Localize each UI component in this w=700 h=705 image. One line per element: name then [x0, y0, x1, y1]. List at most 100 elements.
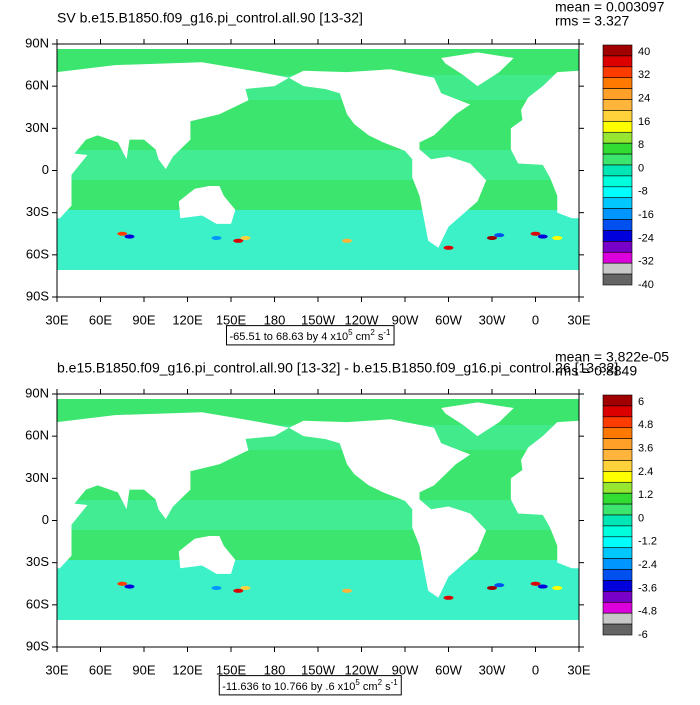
colorbar-box	[602, 438, 633, 450]
colorbar-box	[602, 471, 633, 483]
colorbar-label: 32	[638, 69, 650, 81]
y-tick-label: 60S	[26, 596, 49, 611]
colorbar-box	[602, 66, 633, 79]
colorbar-label: -8	[638, 186, 648, 198]
mean-label: mean = 0.003097	[555, 0, 665, 15]
range-box	[226, 325, 395, 346]
map-field	[57, 44, 579, 297]
colorbar-box	[602, 131, 633, 144]
x-tick-label: 90W	[392, 312, 419, 327]
colorbar-box	[602, 481, 633, 494]
y-tick-label: 90N	[25, 385, 49, 400]
y-tick-label: 30S	[26, 204, 49, 219]
colorbar-box	[602, 427, 633, 439]
map-field	[57, 394, 579, 647]
x-tick-label: 30W	[479, 312, 506, 327]
y-tick-label: 30N	[25, 470, 49, 485]
colorbar-label: -4.8	[638, 606, 657, 618]
colorbar-box	[602, 44, 633, 57]
y-tick-label: 0	[42, 162, 49, 177]
colorbar-box	[602, 623, 633, 636]
y-tick-label: 60N	[25, 428, 49, 443]
colorbar-box	[602, 591, 633, 603]
colorbar-box	[602, 208, 633, 220]
x-tick-label: 30E	[45, 312, 68, 327]
y-tick-label: 90S	[26, 288, 49, 303]
colorbar-box	[602, 536, 633, 549]
colorbar-box	[602, 55, 633, 68]
x-tick-label: 120E	[172, 312, 203, 327]
x-tick-label: 180	[264, 662, 286, 677]
colorbar-label: 24	[638, 93, 650, 105]
colorbar-box	[602, 197, 633, 209]
colorbar-box	[602, 121, 633, 133]
colorbar-box	[602, 99, 633, 111]
colorbar-label: 3.6	[638, 443, 653, 455]
colorbar-label: 6	[638, 396, 644, 408]
colorbar-box	[602, 175, 633, 188]
x-tick-label: 60E	[89, 662, 112, 677]
colorbar-box	[602, 449, 633, 461]
range-part: -65.51 to 68.63 by 4 x10	[230, 331, 349, 343]
y-tick-label: 0	[42, 512, 49, 527]
x-tick-label: 150E	[216, 662, 247, 677]
x-tick-label: 120W	[345, 662, 380, 677]
colorbar-box	[602, 262, 633, 275]
range-label: -65.51 to 68.63 by 4 x105 cm2 s-1	[230, 328, 392, 343]
colorbar-box	[602, 547, 633, 559]
x-tick-label: 30E	[567, 662, 590, 677]
colorbar-label: -2.4	[638, 559, 657, 571]
colorbar-label: -40	[638, 279, 654, 291]
x-tick-label: 0	[532, 662, 539, 677]
colorbar-box	[602, 142, 633, 155]
colorbar-label: -32	[638, 256, 654, 268]
panel-title: SV b.e15.B1850.f09_g16.pi_control.all.90…	[57, 10, 363, 26]
x-tick-label: 60W	[435, 662, 462, 677]
colorbar-label: -1.2	[638, 536, 657, 548]
colorbar-box	[602, 219, 633, 231]
x-tick-label: 90W	[392, 662, 419, 677]
colorbar-box	[602, 230, 633, 242]
colorbar-box	[602, 558, 633, 570]
colorbar-label: -24	[638, 232, 654, 244]
range-part: -11.636 to 10.766 by .6 x10	[222, 681, 355, 693]
x-tick-label: 90E	[132, 312, 155, 327]
colorbar-box	[602, 416, 633, 429]
panel-title: b.e15.B1850.f09_g16.pi_control.all.90 [1…	[57, 360, 618, 376]
colorbar-box	[602, 492, 633, 505]
colorbar-label: 1.2	[638, 489, 653, 501]
rms-label: rms = 0.8849	[555, 363, 637, 379]
colorbar-box	[602, 394, 633, 407]
colorbar-box	[602, 241, 633, 253]
colorbar-box	[602, 601, 633, 614]
x-tick-label: 0	[532, 312, 539, 327]
colorbar-box	[602, 405, 633, 418]
colorbar-box	[602, 460, 633, 472]
colorbar-label: -16	[638, 209, 654, 221]
colorbar-box	[602, 186, 633, 199]
range-label: -11.636 to 10.766 by .6 x105 cm2 s-1	[222, 678, 398, 693]
colorbar-label: 8	[638, 139, 644, 151]
colorbar-label: 4.8	[638, 419, 653, 431]
x-tick-label: 120E	[172, 662, 203, 677]
x-tick-label: 30E	[567, 312, 590, 327]
y-tick-label: 30S	[26, 554, 49, 569]
range-part: cm	[360, 681, 378, 693]
colorbar-box	[602, 88, 633, 100]
colorbar-box	[602, 153, 633, 166]
x-tick-label: 150E	[216, 312, 247, 327]
range-part: 5	[348, 328, 353, 337]
colorbar-box	[602, 251, 633, 264]
y-tick-label: 30N	[25, 120, 49, 135]
x-tick-label: 150W	[301, 662, 336, 677]
colorbar-box	[602, 273, 633, 286]
range-part: -1	[383, 328, 391, 337]
colorbar-label: 0	[638, 162, 644, 174]
mean-label: mean = 3.822e-05	[555, 349, 669, 365]
range-part: s	[382, 681, 391, 693]
x-tick-label: 90E	[132, 662, 155, 677]
range-part: -1	[391, 678, 399, 687]
colorbar-box	[602, 525, 633, 538]
range-part: 2	[370, 328, 375, 337]
